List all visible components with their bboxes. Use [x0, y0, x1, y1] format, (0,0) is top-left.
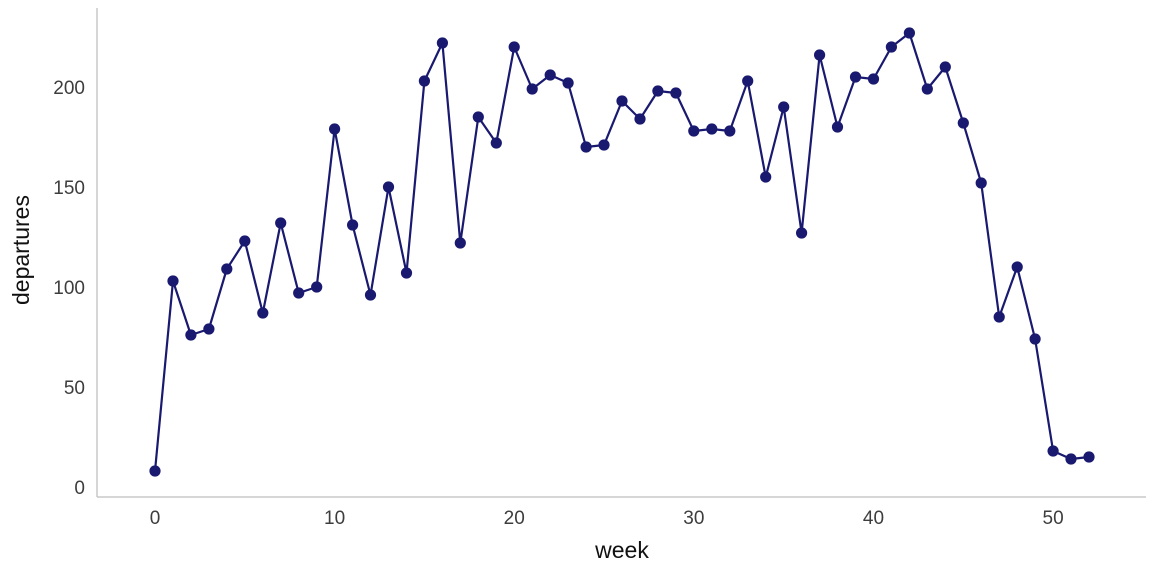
data-point [688, 125, 700, 137]
data-point [418, 75, 430, 87]
svg-text:0: 0 [150, 508, 161, 529]
data-point [1083, 451, 1095, 463]
data-point [975, 177, 987, 189]
y-axis-title: departures [8, 195, 34, 305]
data-point [1047, 445, 1059, 457]
data-point [1065, 453, 1077, 465]
data-point [939, 61, 951, 73]
data-point [1011, 261, 1023, 273]
data-point [598, 139, 610, 151]
data-point [634, 113, 646, 125]
data-point [364, 289, 377, 301]
data-point [454, 237, 466, 249]
data-point [885, 41, 898, 53]
data-point [275, 217, 287, 229]
data-point [993, 311, 1005, 323]
x-axis-title: week [595, 537, 649, 563]
data-point [544, 69, 556, 81]
data-point [311, 281, 323, 293]
data-point [921, 83, 933, 95]
svg-text:20: 20 [504, 508, 525, 529]
data-point [760, 171, 772, 183]
data-point [239, 235, 251, 247]
svg-text:10: 10 [324, 508, 345, 529]
data-point [724, 125, 736, 137]
data-point [796, 227, 808, 239]
data-point [203, 323, 215, 335]
data-point [508, 41, 520, 53]
data-point [167, 275, 179, 287]
data-point [472, 111, 484, 123]
data-point [562, 77, 574, 89]
data-point [490, 137, 502, 149]
data-point [1029, 333, 1041, 345]
data-point [221, 263, 233, 275]
data-point [526, 83, 538, 95]
data-point [831, 121, 844, 133]
data-point [436, 37, 448, 49]
svg-text:50: 50 [1043, 508, 1064, 529]
svg-text:30: 30 [683, 508, 704, 529]
data-point [778, 101, 790, 113]
svg-text:0: 0 [74, 478, 85, 499]
data-point [742, 75, 754, 87]
data-point [580, 141, 592, 153]
data-point [706, 123, 718, 135]
data-point [670, 87, 682, 99]
data-point [652, 85, 664, 97]
data-point [903, 27, 916, 39]
data-point [400, 267, 413, 279]
svg-text:40: 40 [863, 508, 884, 529]
data-point [382, 181, 395, 193]
data-point [616, 95, 628, 107]
data-point [149, 465, 161, 477]
data-point [329, 123, 341, 135]
svg-text:100: 100 [53, 278, 85, 299]
data-point [849, 71, 862, 83]
data-point [814, 49, 826, 61]
svg-text:50: 50 [64, 378, 85, 399]
data-point [257, 307, 269, 319]
data-point [347, 219, 359, 231]
data-point [957, 117, 969, 129]
data-point [185, 329, 197, 341]
data-point [867, 73, 880, 85]
data-point [293, 287, 305, 299]
svg-text:150: 150 [53, 178, 85, 199]
svg-text:200: 200 [53, 78, 85, 99]
